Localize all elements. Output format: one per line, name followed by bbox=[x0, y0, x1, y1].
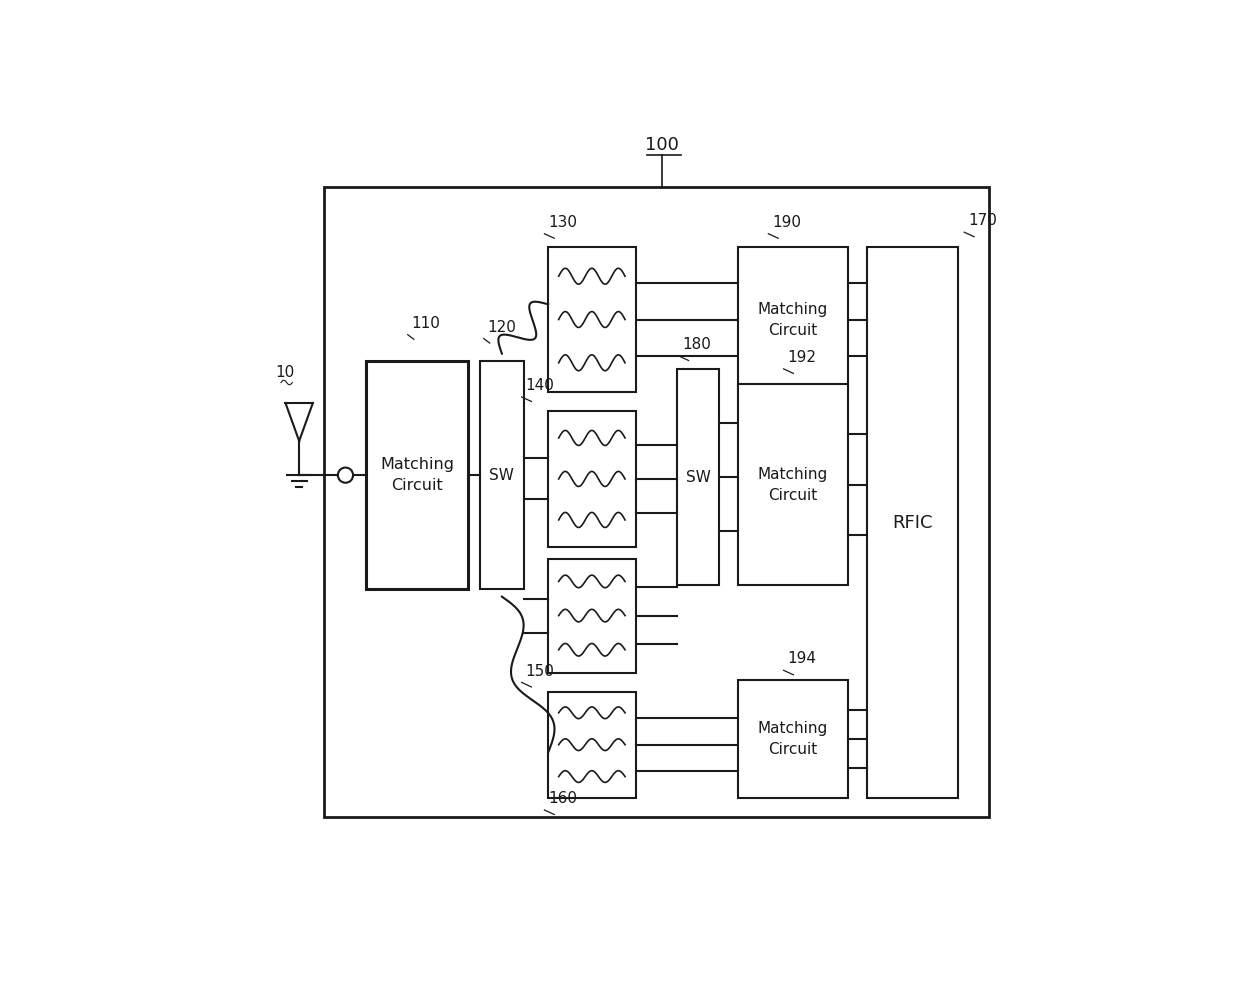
Text: 170: 170 bbox=[968, 213, 997, 229]
Text: Matching
Circuit: Matching Circuit bbox=[381, 458, 454, 493]
Bar bbox=[738, 680, 848, 798]
Text: SW: SW bbox=[490, 467, 515, 483]
Bar bbox=[548, 410, 636, 547]
Text: 140: 140 bbox=[526, 379, 554, 393]
Bar bbox=[677, 369, 719, 586]
Bar bbox=[548, 559, 636, 672]
Text: 190: 190 bbox=[773, 215, 801, 230]
Text: 150: 150 bbox=[526, 664, 554, 678]
Text: 130: 130 bbox=[548, 215, 577, 230]
Text: 192: 192 bbox=[787, 350, 816, 365]
Bar bbox=[548, 247, 636, 391]
Text: 110: 110 bbox=[412, 316, 440, 331]
Bar bbox=[548, 691, 636, 798]
Bar bbox=[324, 186, 988, 816]
Text: 120: 120 bbox=[487, 319, 516, 334]
Text: SW: SW bbox=[686, 469, 711, 484]
Text: Matching
Circuit: Matching Circuit bbox=[758, 466, 828, 503]
Text: 180: 180 bbox=[682, 337, 712, 352]
Bar bbox=[366, 361, 469, 589]
Bar bbox=[738, 385, 848, 586]
Text: Matching
Circuit: Matching Circuit bbox=[758, 302, 828, 337]
Text: 194: 194 bbox=[787, 652, 816, 667]
Bar bbox=[738, 247, 848, 391]
Circle shape bbox=[337, 467, 353, 483]
Text: Matching
Circuit: Matching Circuit bbox=[758, 721, 828, 757]
Bar bbox=[480, 361, 523, 589]
Text: 10: 10 bbox=[275, 365, 294, 381]
Text: RFIC: RFIC bbox=[893, 514, 932, 531]
Text: 100: 100 bbox=[645, 136, 680, 154]
Bar bbox=[867, 247, 959, 798]
Text: 160: 160 bbox=[548, 791, 577, 807]
